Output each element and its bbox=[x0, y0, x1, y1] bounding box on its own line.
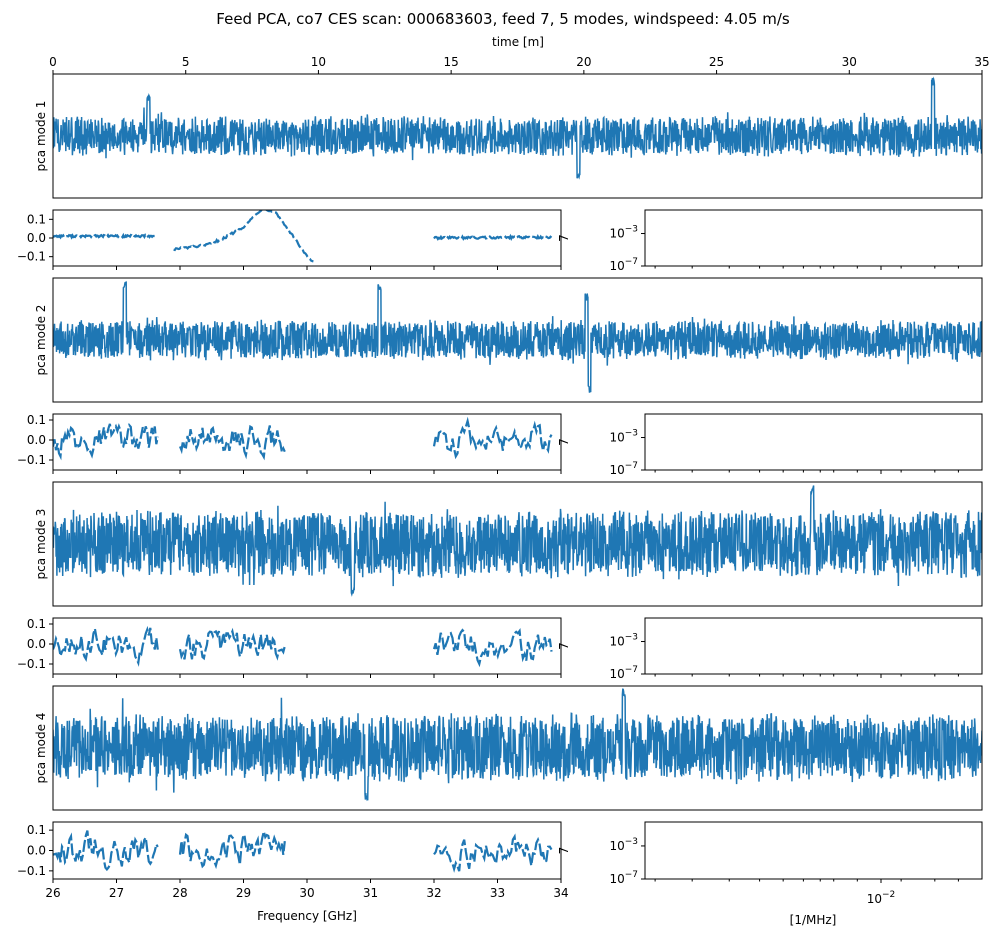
mode-label: pca mode 1 bbox=[34, 101, 48, 172]
time-tick-label: 15 bbox=[444, 55, 459, 69]
psd-axis-label: [1/MHz] bbox=[790, 913, 837, 927]
frequency-xtick-label: 28 bbox=[172, 886, 187, 900]
frequency-axis-label: Frequency [GHz] bbox=[257, 909, 357, 923]
frequency-xtick-label: 26 bbox=[45, 886, 60, 900]
psd-ytick-label: 10−7 bbox=[609, 461, 638, 477]
frequency-xtick-label: 31 bbox=[363, 886, 378, 900]
chart-title: Feed PCA, co7 CES scan: 000683603, feed … bbox=[216, 10, 790, 28]
psd-frame bbox=[644, 209, 983, 267]
frequency-ytick-label: 0.0 bbox=[27, 637, 46, 651]
time-series-frame bbox=[52, 685, 983, 811]
frequency-ytick-label: −0.1 bbox=[17, 864, 46, 878]
time-series-frame bbox=[52, 277, 983, 403]
frequency-line-segment bbox=[432, 628, 553, 668]
time-series-line-mode-2 bbox=[53, 280, 982, 393]
psd-panel-mode-1: 10−3 10−7 7 bbox=[557, 209, 983, 273]
frequency-line-segment bbox=[173, 210, 314, 263]
time-series-line-mode-1 bbox=[53, 76, 982, 180]
frequency-ytick-label: 0.0 bbox=[27, 433, 46, 447]
psd-ytick-label: 10−7 bbox=[609, 870, 638, 886]
psd-panel-mode-2: 10−3 10−7 7 bbox=[557, 413, 983, 477]
psd-frame bbox=[644, 617, 983, 675]
psd-side-label: 7 bbox=[557, 438, 571, 446]
frequency-ytick-label: 0.0 bbox=[27, 844, 46, 858]
psd-panel-mode-4: 10−3 10−7 7 10−2 bbox=[557, 821, 983, 906]
frequency-line-segment bbox=[53, 232, 155, 240]
frequency-ytick-label: 0.1 bbox=[27, 212, 46, 226]
frequency-xtick-label: 27 bbox=[109, 886, 124, 900]
frequency-ytick-label: −0.1 bbox=[17, 657, 46, 671]
psd-side-label: 7 bbox=[557, 642, 571, 650]
frequency-xtick-label: 32 bbox=[426, 886, 441, 900]
psd-xtick-label: 10−2 bbox=[867, 890, 896, 906]
frequency-ytick-label: 0.1 bbox=[27, 617, 46, 631]
mode-label: pca mode 2 bbox=[34, 305, 48, 376]
frequency-line-segment bbox=[432, 416, 553, 460]
time-tick-label: 10 bbox=[311, 55, 326, 69]
psd-frame bbox=[644, 821, 983, 880]
frequency-ytick-label: −0.1 bbox=[17, 453, 46, 467]
psd-side-label: 7 bbox=[557, 847, 571, 855]
frequency-panel-mode-2: 0.1 0.0 −0.1 bbox=[17, 413, 562, 474]
time-series-panel-mode-1: pca mode 1 0 5 10 15 20 25 30 35 bbox=[34, 55, 990, 199]
psd-frame bbox=[644, 413, 983, 471]
mode-label: pca mode 3 bbox=[34, 509, 48, 580]
time-tick-label: 20 bbox=[576, 55, 591, 69]
frequency-line-segment bbox=[178, 424, 286, 461]
time-axis-label: time [m] bbox=[492, 35, 544, 49]
time-tick-label: 35 bbox=[974, 55, 989, 69]
time-series-panel-mode-4: pca mode 4 bbox=[34, 685, 983, 811]
frequency-xtick-label: 34 bbox=[553, 886, 568, 900]
frequency-xtick-label: 30 bbox=[299, 886, 314, 900]
time-tick-label: 30 bbox=[842, 55, 857, 69]
time-series-frame bbox=[52, 73, 983, 199]
time-tick-label: 0 bbox=[49, 55, 57, 69]
frequency-panel-mode-4: 0.1 0.0 −0.1 26 27 28 29 30 31 32 33 34 bbox=[17, 821, 569, 900]
psd-ytick-label: 10−7 bbox=[609, 257, 638, 273]
psd-ytick-label: 10−7 bbox=[609, 665, 638, 681]
frequency-ytick-label: 0.0 bbox=[27, 231, 46, 245]
frequency-line-segment bbox=[53, 625, 159, 667]
time-series-line-mode-3 bbox=[53, 485, 982, 597]
frequency-frame bbox=[52, 413, 562, 471]
psd-side-label: 7 bbox=[557, 234, 571, 242]
frequency-ytick-label: 0.1 bbox=[27, 413, 46, 427]
mode-label: pca mode 4 bbox=[34, 713, 48, 784]
time-series-line-mode-4 bbox=[53, 688, 982, 802]
time-tick-label: 25 bbox=[709, 55, 724, 69]
psd-ytick-label: 10−3 bbox=[609, 429, 638, 445]
time-tick-label: 5 bbox=[182, 55, 190, 69]
psd-panel-mode-3: 10−3 10−7 7 bbox=[557, 617, 983, 681]
frequency-ytick-label: 0.1 bbox=[27, 823, 46, 837]
frequency-line-segment bbox=[53, 830, 159, 872]
frequency-panel-mode-1: 0.1 0.0 −0.1 bbox=[17, 209, 562, 270]
frequency-line-segment bbox=[178, 627, 286, 661]
plot-area: pca mode 10 5 10 15 20 25 30 350.10.0−0.110−310… bbox=[17, 55, 990, 906]
frequency-line-segment bbox=[178, 831, 286, 870]
frequency-xtick-label: 33 bbox=[490, 886, 505, 900]
frequency-line-segment bbox=[433, 833, 553, 873]
frequency-line-segment bbox=[53, 422, 159, 461]
frequency-xtick-label: 29 bbox=[236, 886, 251, 900]
frequency-line-segment bbox=[433, 233, 553, 242]
time-series-frame bbox=[52, 481, 983, 607]
psd-ytick-label: 10−3 bbox=[609, 633, 638, 649]
psd-ytick-label: 10−3 bbox=[609, 225, 638, 241]
time-series-panel-mode-3: pca mode 3 bbox=[34, 481, 983, 607]
time-series-panel-mode-2: pca mode 2 bbox=[34, 277, 983, 403]
psd-ytick-label: 10−3 bbox=[609, 837, 638, 853]
frequency-panel-mode-3: 0.1 0.0 −0.1 bbox=[17, 617, 562, 678]
frequency-ytick-label: −0.1 bbox=[17, 250, 46, 264]
